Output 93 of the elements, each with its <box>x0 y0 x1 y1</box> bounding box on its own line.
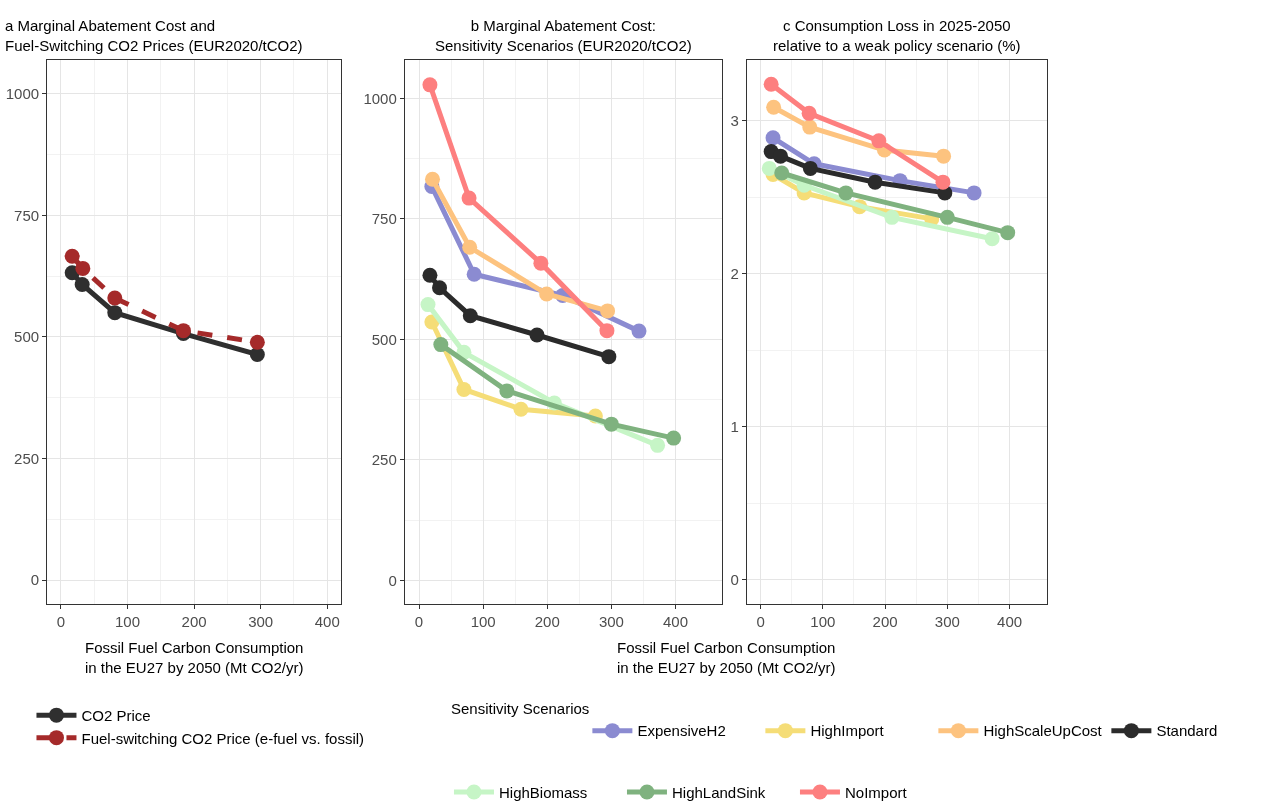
x-tick-label: 300 <box>248 613 274 631</box>
y-tick-label: 250 <box>371 451 397 469</box>
point <box>107 305 123 321</box>
x-tick-label: 100 <box>114 613 140 631</box>
x-tick-label: 100 <box>810 613 836 631</box>
y-tick-label: 1 <box>730 418 739 436</box>
point <box>765 130 781 146</box>
x-tick-label: 0 <box>756 613 765 631</box>
point <box>420 297 436 313</box>
point <box>499 383 515 399</box>
y-tick-label: 0 <box>30 571 40 589</box>
point <box>462 308 478 324</box>
point <box>601 349 617 365</box>
point <box>461 190 477 206</box>
x-tick-label: 0 <box>56 613 66 631</box>
point <box>462 239 478 255</box>
y-tick-label: 500 <box>371 330 397 348</box>
point <box>761 160 777 176</box>
point <box>631 323 647 339</box>
point <box>249 334 265 350</box>
point <box>936 148 952 164</box>
point <box>466 266 482 282</box>
y-tick-label: 1000 <box>363 89 397 107</box>
point <box>249 346 265 362</box>
point <box>867 174 883 190</box>
x-tick-label: 0 <box>414 613 424 631</box>
point <box>533 255 549 271</box>
y-tick-label: 250 <box>14 449 40 467</box>
point <box>773 148 788 164</box>
y-tick-label: 500 <box>14 328 40 346</box>
x-tick-label: 400 <box>997 613 1023 631</box>
point <box>935 174 951 190</box>
x-tick-label: 200 <box>872 613 898 631</box>
x-tick-label: 300 <box>934 613 960 631</box>
x-tick-label: 400 <box>314 613 340 631</box>
point <box>871 133 887 149</box>
point <box>802 119 818 135</box>
legend-label: HighScaleUpCost <box>983 722 1103 740</box>
x-tick-label: 200 <box>181 613 207 631</box>
point <box>74 276 90 292</box>
x-tick-label: 400 <box>663 613 689 631</box>
point <box>513 401 529 417</box>
point <box>802 160 818 176</box>
point <box>425 171 440 187</box>
point <box>422 77 438 93</box>
point <box>884 209 900 225</box>
point <box>801 105 817 121</box>
point <box>107 290 123 306</box>
legend-label: NoImport <box>844 783 908 801</box>
point <box>763 76 779 92</box>
point <box>1000 225 1016 241</box>
chart-title: a Marginal Abatement Cost and Fuel-Switching CO2 Prices (EUR2020/tCO2) <box>5 17 303 54</box>
point <box>838 185 854 201</box>
chart-title: c Consumption Loss in 2025-2050 relative to a weak policy scenario (%) <box>773 17 1021 54</box>
y-tick-label: 750 <box>14 206 40 224</box>
point <box>75 260 91 276</box>
point <box>433 337 449 353</box>
legend-label: HighLandSink <box>671 783 766 801</box>
legend-label: Standard <box>1156 722 1218 740</box>
x-axis-title: Fossil Fuel Carbon Consumption in the EU27 by 2050 (Mt CO2/yr) <box>617 639 836 676</box>
x-tick-label: 100 <box>470 613 496 631</box>
x-tick-label: 300 <box>598 613 624 631</box>
point <box>529 327 545 343</box>
y-tick-label: 0 <box>388 571 397 589</box>
y-tick-label: 1000 <box>5 85 40 103</box>
point <box>539 286 555 302</box>
point <box>456 381 472 397</box>
chart-title: b Marginal Abatement Cost: Sensitivity Scenarios (EUR2020/tCO2) <box>435 17 692 54</box>
x-tick-label: 200 <box>534 613 560 631</box>
point <box>432 280 448 296</box>
point <box>603 416 619 432</box>
point <box>666 430 682 446</box>
x-axis-title: Fossil Fuel Carbon Consumption in the EU27 by 2050 (Mt CO2/yr) <box>85 639 304 676</box>
point <box>984 231 1000 247</box>
point <box>422 267 438 283</box>
legend-label: ExpensiveH2 <box>637 722 726 740</box>
legend-label: HighBiomass <box>498 783 588 801</box>
legend-label: Fuel-switching CO2 Price (e-fuel vs. fossil) <box>81 729 365 747</box>
point <box>939 209 955 225</box>
point <box>650 437 666 453</box>
y-tick-label: 0 <box>730 571 739 589</box>
legend-label: CO2 Price <box>81 707 151 725</box>
point <box>599 323 615 339</box>
point <box>600 303 616 319</box>
point <box>966 185 982 201</box>
legend-label: HighImport <box>810 722 885 740</box>
y-tick-label: 2 <box>730 265 739 283</box>
legend-title: Sensitivity Scenarios <box>450 700 590 718</box>
point <box>64 248 80 264</box>
point <box>766 99 782 115</box>
y-tick-label: 750 <box>371 210 397 228</box>
y-tick-label: 3 <box>730 112 739 130</box>
point <box>774 165 790 181</box>
